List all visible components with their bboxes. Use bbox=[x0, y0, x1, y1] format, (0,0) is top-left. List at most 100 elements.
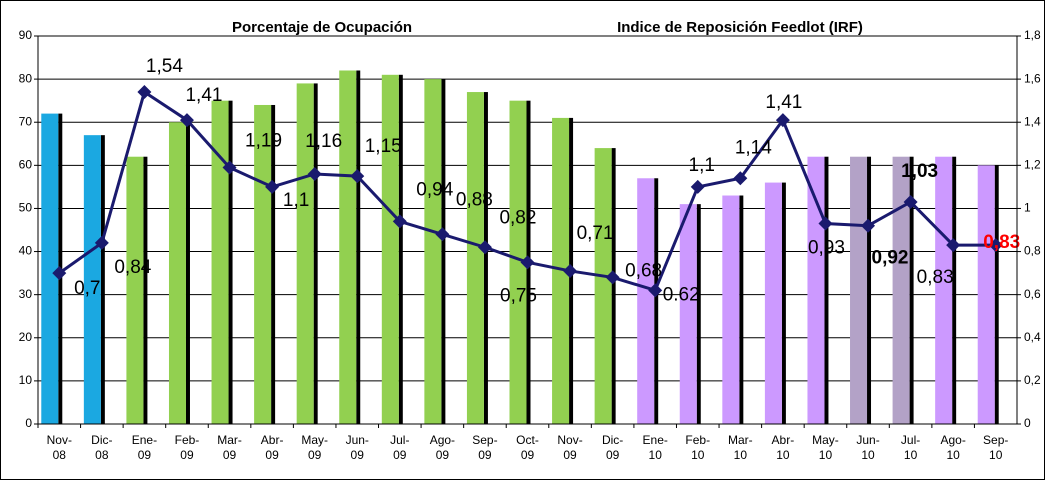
y2-tick-label: 1,4 bbox=[1024, 114, 1041, 128]
y2-tick-label: 1,6 bbox=[1024, 71, 1041, 85]
x-tick-label-line: 09 bbox=[393, 448, 407, 462]
data-label: 1,1 bbox=[283, 190, 309, 211]
line-marker bbox=[605, 270, 620, 285]
x-tick-label-line: 10 bbox=[946, 448, 960, 462]
x-tick-label-line: 10 bbox=[861, 448, 875, 462]
bar-shadow bbox=[100, 135, 105, 424]
x-tick-label-line: Oct- bbox=[516, 433, 539, 447]
y-tick-label: 40 bbox=[19, 244, 33, 258]
bar bbox=[424, 79, 442, 424]
bar-shadow bbox=[398, 74, 403, 425]
line-marker bbox=[520, 255, 535, 270]
x-tick-label-line: 08 bbox=[95, 448, 109, 462]
data-label: 1,41 bbox=[765, 92, 802, 113]
x-tick-label-line: Ene- bbox=[132, 433, 157, 447]
bar-shadow bbox=[143, 156, 148, 424]
line-marker bbox=[94, 235, 109, 250]
line-marker bbox=[988, 238, 1003, 253]
x-tick-label-line: Abr- bbox=[772, 433, 795, 447]
data-label: 0,7 bbox=[74, 278, 100, 299]
bar-shadow bbox=[356, 70, 361, 424]
bar bbox=[594, 148, 612, 425]
x-tick-label-line: 09 bbox=[563, 448, 577, 462]
x-tick-label-line: Feb- bbox=[175, 433, 200, 447]
data-label: 0,88 bbox=[456, 189, 493, 210]
data-label: 0,71 bbox=[577, 223, 614, 244]
x-tick-label: May-09 bbox=[301, 433, 328, 462]
line-marker bbox=[563, 263, 578, 278]
chart-title: Porcentaje de Ocupación bbox=[232, 19, 412, 36]
bar-shadow bbox=[952, 156, 957, 424]
bar bbox=[935, 156, 953, 424]
x-tick-label: Jun-09 bbox=[346, 433, 369, 462]
y-tick-label: 90 bbox=[19, 28, 33, 42]
data-label: 1,19 bbox=[245, 131, 282, 152]
x-tick-label-line: Ago- bbox=[940, 433, 965, 447]
y-tick-label: 20 bbox=[19, 330, 33, 344]
bar bbox=[892, 156, 910, 424]
x-tick-label-line: Ene- bbox=[643, 433, 668, 447]
bar bbox=[977, 165, 995, 425]
y2-tick-label: 0,8 bbox=[1024, 244, 1041, 258]
y2-tick-label: 0,2 bbox=[1024, 373, 1041, 387]
x-tick-label-line: Mar- bbox=[217, 433, 242, 447]
bar bbox=[296, 83, 314, 424]
line-marker bbox=[690, 179, 705, 194]
x-tick-label: Nov-09 bbox=[557, 433, 582, 462]
bar bbox=[850, 156, 868, 424]
bar bbox=[466, 92, 484, 425]
line-marker bbox=[265, 179, 280, 194]
bar bbox=[722, 195, 740, 424]
line-marker bbox=[435, 227, 450, 242]
x-tick-label-line: Nov- bbox=[557, 433, 582, 447]
line-marker bbox=[307, 166, 322, 181]
bar bbox=[637, 178, 655, 424]
x-tick-label-line: 09 bbox=[138, 448, 152, 462]
line-marker bbox=[733, 171, 748, 186]
x-tick-label-line: 10 bbox=[776, 448, 790, 462]
data-label: 0,68 bbox=[625, 260, 662, 281]
bar-shadow bbox=[696, 204, 701, 424]
line-marker bbox=[392, 214, 407, 229]
y-tick-label: 50 bbox=[19, 201, 33, 215]
data-label: 0,93 bbox=[808, 238, 845, 259]
x-tick-label-line: 09 bbox=[436, 448, 450, 462]
x-tick-label-line: 09 bbox=[521, 448, 535, 462]
plot-frame bbox=[37, 35, 1018, 425]
data-label: 1,15 bbox=[365, 136, 402, 157]
line-marker bbox=[350, 169, 365, 184]
x-tick-label: Nov-08 bbox=[47, 433, 72, 462]
line-marker bbox=[861, 218, 876, 233]
x-tick-label: Oct-09 bbox=[516, 433, 539, 462]
data-label: 0,83 bbox=[983, 232, 1020, 253]
bar bbox=[764, 182, 782, 424]
data-label: 0,75 bbox=[500, 285, 537, 306]
x-tick-label: Abr-09 bbox=[261, 433, 284, 462]
x-tick-label-line: Sep- bbox=[983, 433, 1008, 447]
line-marker bbox=[946, 238, 961, 253]
x-tick-label-line: 10 bbox=[989, 448, 1003, 462]
x-tick-label: Dic-08 bbox=[91, 433, 112, 462]
line-marker bbox=[775, 113, 790, 128]
x-tick-label-line: 09 bbox=[308, 448, 322, 462]
bar-shadow bbox=[483, 92, 488, 425]
data-label: 0.62 bbox=[663, 284, 700, 305]
data-label: 1,54 bbox=[146, 56, 183, 77]
y2-tick-label: 0 bbox=[1024, 416, 1031, 430]
line-marker bbox=[648, 283, 663, 298]
x-tick-label-line: 09 bbox=[223, 448, 237, 462]
bar bbox=[339, 70, 357, 424]
data-label: 0,84 bbox=[114, 257, 151, 278]
x-tick-label-line: 09 bbox=[180, 448, 194, 462]
data-label: 1,41 bbox=[185, 85, 222, 106]
line-marker bbox=[903, 194, 918, 209]
line-marker bbox=[818, 216, 833, 231]
x-tick-label-line: 08 bbox=[53, 448, 67, 462]
x-tick-label: Dic-09 bbox=[602, 433, 623, 462]
bar-shadow bbox=[781, 182, 786, 424]
bar bbox=[168, 122, 186, 424]
x-tick-label-line: Feb- bbox=[685, 433, 710, 447]
x-tick-label: Feb-10 bbox=[685, 433, 710, 462]
x-tick-label-line: 10 bbox=[691, 448, 705, 462]
